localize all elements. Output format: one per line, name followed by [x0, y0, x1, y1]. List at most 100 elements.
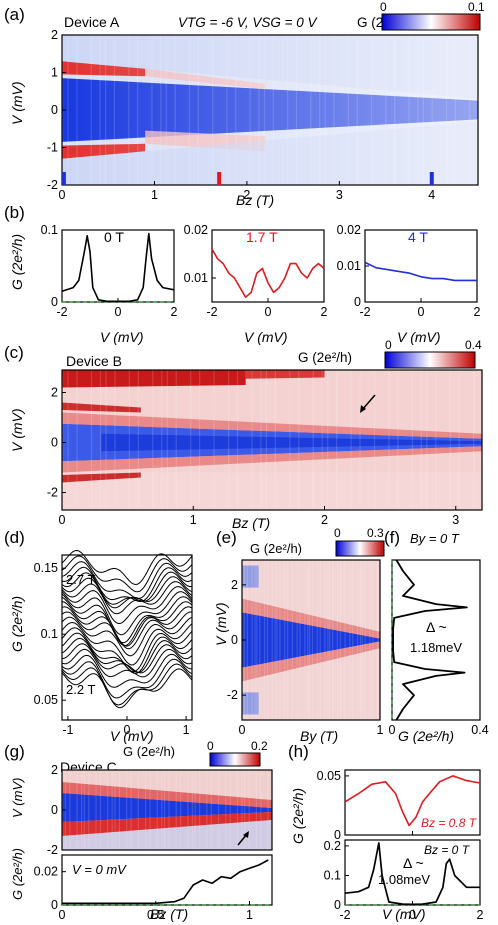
heatmap-stripe	[372, 560, 374, 720]
heatmap-stripe	[67, 370, 69, 510]
y-tick-label: 1	[51, 66, 58, 80]
y-tick-label: -2	[47, 178, 58, 192]
heatmap-stripe	[287, 560, 289, 720]
heatmap-stripe	[259, 560, 261, 720]
peak-lower	[242, 641, 380, 682]
heatmap-stripe	[385, 35, 387, 185]
heatmap-stripe	[175, 770, 177, 850]
y-tick-label: 0.1	[41, 223, 58, 237]
high-field-upper	[242, 565, 259, 588]
panel-f-condition: By = 0 T	[410, 531, 460, 546]
heatmap-stripe	[369, 560, 371, 720]
field-marker	[217, 172, 222, 185]
heatmap-stripe	[332, 560, 334, 720]
panel-b-label-0T: 0 T	[104, 229, 124, 245]
heatmap-stripe	[99, 35, 101, 185]
waterfall-curve	[61, 601, 193, 647]
heatmap-stripe	[76, 35, 78, 185]
panel-b-xlabel-2: V (mV)	[244, 329, 288, 345]
heatmap-stripe	[76, 370, 78, 510]
y-tick-label: 2	[51, 763, 58, 777]
heatmap-stripe	[151, 35, 153, 185]
heatmap-stripe	[80, 770, 83, 850]
y-tick-label: 0.2	[324, 839, 341, 853]
panel-h-ylabel: G (2e²/h)	[290, 788, 306, 844]
heatmap-stripe	[107, 770, 109, 850]
y-tick-label: 0.02	[34, 865, 58, 879]
background-lower	[62, 472, 482, 510]
heatmap-stripe	[88, 770, 90, 850]
heatmap-stripe	[287, 35, 289, 185]
waterfall-curve	[61, 668, 193, 709]
panel-g-line-plot: 0 0.5 1 0 0.02	[34, 854, 273, 922]
heatmap-stripe	[188, 35, 191, 185]
heatmap-stripe	[225, 770, 227, 850]
waterfall-curve	[61, 586, 193, 624]
field-marker	[429, 172, 434, 185]
heatmap-stripe	[449, 370, 451, 510]
field-marker	[61, 172, 66, 185]
heatmap-stripe	[324, 35, 326, 185]
heatmap-stripe	[166, 370, 168, 510]
waterfall-curve	[61, 566, 193, 602]
heatmap-stripe	[111, 770, 113, 850]
heatmap-stripe	[266, 560, 269, 720]
y-tick-label: 0.05	[317, 769, 341, 783]
panel-c-cbar-max: 0.4	[465, 338, 482, 352]
heatmap-stripe	[187, 770, 189, 850]
panel-h-plot-bottom: -2 0 200.10.2	[324, 839, 484, 922]
peak-upper	[62, 782, 272, 808]
heatmap-stripe	[249, 35, 251, 185]
heatmap-stripe	[180, 770, 182, 850]
panel-e-cbar-min: 0	[334, 526, 341, 540]
panel-g: (g) Device C G (2e²/h) 0 0.2 -202 0 0.5 10…	[4, 739, 273, 922]
subgap-lower	[62, 472, 141, 483]
x-tick-label: 0	[124, 723, 131, 737]
heatmap-stripe	[241, 770, 243, 850]
heatmap-stripe	[426, 370, 428, 510]
panel-g-cbar-label: G (2e²/h)	[123, 744, 175, 759]
series-line-b3	[364, 261, 477, 282]
heatmap-stripe	[473, 370, 475, 510]
heatmap-stripe	[199, 770, 201, 850]
x-tick-label: -2	[56, 305, 67, 319]
x-tick-label: 2	[321, 305, 328, 319]
heatmap-stripe	[212, 35, 214, 185]
panel-d-waterfall: -1 0 1 0.05 0.1 0.15	[34, 550, 193, 737]
heatmap-stripe	[174, 35, 176, 185]
panel-b-plot-4T: -2 0 200.010.02	[337, 223, 481, 319]
panel-g-cbar-min: 0	[207, 739, 214, 753]
high-bias-upper	[62, 370, 246, 388]
heatmap-stripe	[295, 35, 298, 185]
heatmap-stripe	[258, 35, 260, 185]
y-tick-label: 0	[231, 633, 238, 647]
panel-b-plot-1p7T: -2 0 2 0.01 0.02	[184, 223, 328, 319]
heatmap-stripe	[276, 560, 278, 720]
heatmap-stripe	[210, 770, 212, 850]
waterfall-curve	[61, 637, 193, 673]
heatmap-stripe	[324, 560, 326, 720]
heatmap-stripe	[161, 770, 163, 850]
heatmap-stripe	[364, 560, 366, 720]
panel-h-letter: (h)	[288, 742, 309, 761]
heatmap-stripe	[99, 770, 102, 850]
panel-d-ylabel: G (2e²/h)	[9, 596, 25, 652]
heatmap-stripe	[356, 560, 359, 720]
heatmap-stripe	[284, 560, 286, 720]
y-tick-label: 0	[334, 828, 341, 842]
peak-lower	[62, 446, 482, 473]
panel-a-device: Device A	[64, 14, 120, 30]
heatmap-stripe	[445, 35, 448, 185]
y-tick-label: 2	[51, 28, 58, 42]
panel-e-ylabel: V (mV)	[213, 602, 229, 646]
heatmap-stripe	[291, 560, 293, 720]
heatmap-stripe	[350, 370, 352, 510]
heatmap-stripe	[236, 770, 239, 850]
heatmap-stripe	[408, 35, 410, 185]
y-tick-label: 0	[334, 898, 341, 912]
panel-b-ylabel: G (2e²/h)	[9, 234, 25, 290]
panel-g-cbar-max: 0.2	[251, 739, 268, 753]
x-tick-label: 0	[115, 305, 122, 319]
heatmap-stripe	[254, 560, 256, 720]
heatmap-stripe	[90, 370, 93, 510]
